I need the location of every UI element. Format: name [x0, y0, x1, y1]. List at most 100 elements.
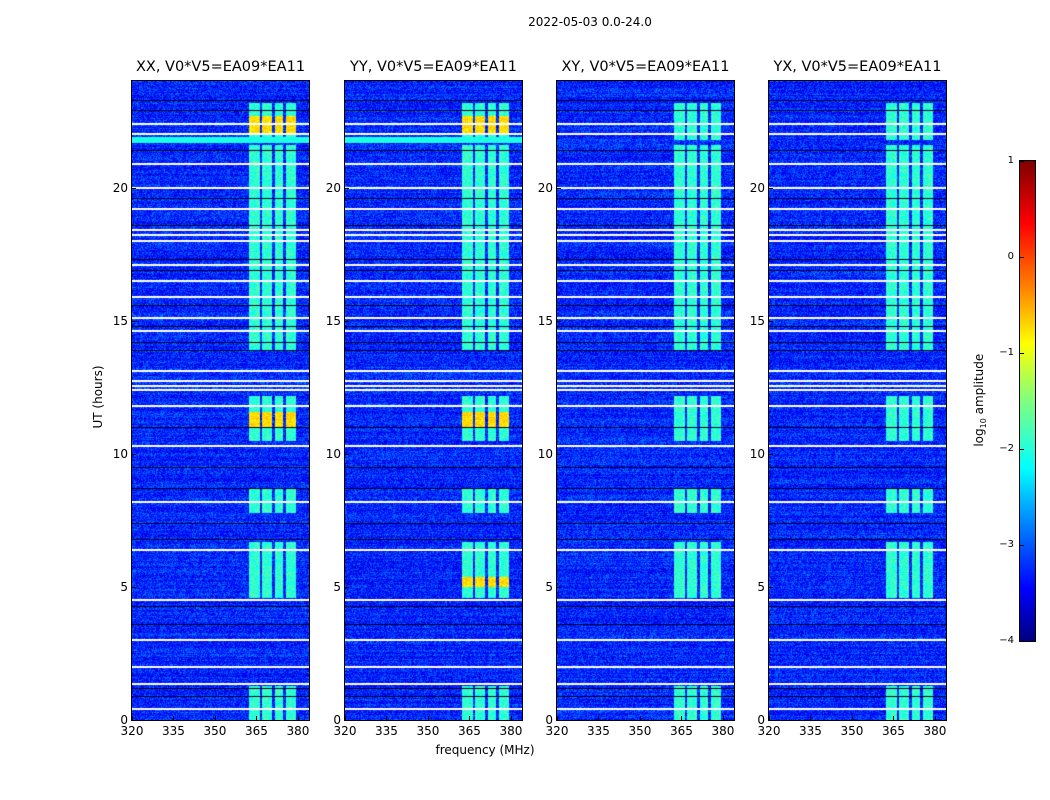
- x-tick-label: 335: [799, 724, 822, 738]
- panel-title: XX, V0*V5=EA09*EA11: [135, 59, 306, 75]
- y-tick-label: 20: [112, 180, 128, 195]
- y-tick-label: 10: [749, 446, 765, 461]
- y-tick-label: 0: [545, 713, 553, 727]
- x-tick: [132, 716, 133, 720]
- colorbar-tick-label: −1: [999, 347, 1014, 358]
- y-tick: [557, 720, 561, 721]
- panel-title: YX, V0*V5=EA09*EA11: [773, 59, 942, 75]
- y-axis-label: UT (hours): [91, 365, 105, 429]
- heatmap-canvas: [345, 81, 522, 720]
- y-tick-label: 0: [757, 713, 765, 727]
- x-tick-label: 320: [545, 724, 569, 738]
- x-tick-label: 380: [286, 724, 310, 738]
- x-tick: [934, 716, 936, 720]
- y-tick: [132, 320, 136, 322]
- x-tick-label: 365: [882, 724, 905, 738]
- x-tick: [769, 716, 770, 720]
- y-tick: [557, 320, 561, 322]
- y-tick: [345, 720, 349, 721]
- y-tick: [557, 586, 561, 588]
- panel-title: XY, V0*V5=EA09*EA11: [561, 59, 730, 75]
- x-tick: [639, 716, 641, 720]
- x-tick: [427, 716, 429, 720]
- y-tick-label: 15: [112, 313, 128, 328]
- x-tick: [893, 716, 895, 720]
- y-tick-label: 5: [757, 579, 765, 594]
- y-tick-label: 10: [112, 446, 128, 461]
- x-tick: [851, 716, 853, 720]
- y-tick: [557, 187, 561, 189]
- y-tick: [769, 720, 773, 721]
- y-tick: [345, 453, 349, 455]
- x-tick: [386, 716, 388, 720]
- y-tick-label: 10: [537, 446, 553, 461]
- heatmap-panel: YX, V0*V5=EA09*EA11 320 335 350 365 380 0 5 10 15…: [750, 59, 947, 738]
- colorbar: 1 0 −1 −2 −3 −4: [999, 155, 1036, 646]
- heatmap-panel: YY, V0*V5=EA09*EA11 320 335 350 365 380 0 5 10 15…: [326, 59, 523, 738]
- x-tick-label: 350: [840, 724, 864, 738]
- heatmap-canvas: [769, 81, 946, 720]
- x-tick-label: 365: [245, 724, 268, 738]
- y-tick-label: 15: [537, 313, 553, 328]
- x-tick-label: 365: [670, 724, 693, 738]
- x-tick: [345, 716, 346, 720]
- panel-title: YY, V0*V5=EA09*EA11: [350, 59, 517, 75]
- colorbar-label: log10 amplitude: [971, 353, 989, 447]
- x-tick: [173, 716, 175, 720]
- y-tick-label: 5: [333, 579, 341, 594]
- colorbar-tick: [1020, 353, 1024, 354]
- colorbar-tick: [1020, 641, 1024, 642]
- x-tick: [810, 716, 812, 720]
- y-tick-label: 0: [333, 713, 341, 727]
- y-tick-label: 15: [325, 313, 341, 328]
- x-tick: [214, 716, 216, 720]
- y-tick-label: 20: [325, 180, 341, 195]
- colorbar-tick: [1020, 161, 1024, 162]
- heatmap-panel: XY, V0*V5=EA09*EA11 320 335 350 365 380 0 5 10 15…: [538, 59, 735, 738]
- x-tick-label: 320: [120, 724, 144, 738]
- x-tick-label: 350: [416, 724, 440, 738]
- y-tick-label: 5: [545, 579, 553, 594]
- x-tick: [256, 716, 258, 720]
- x-tick-label: 350: [628, 724, 652, 738]
- x-tick: [297, 716, 299, 720]
- y-tick: [769, 187, 773, 189]
- y-tick: [132, 453, 136, 455]
- x-tick-label: 335: [162, 724, 185, 738]
- x-tick-label: 335: [375, 724, 398, 738]
- colorbar-tick: [1020, 257, 1024, 258]
- y-tick: [769, 453, 773, 455]
- y-tick-label: 20: [537, 180, 553, 195]
- x-tick: [469, 716, 471, 720]
- x-tick-label: 335: [587, 724, 610, 738]
- colorbar-tick: [1020, 545, 1024, 546]
- y-tick: [345, 320, 349, 322]
- x-tick-label: 380: [711, 724, 735, 738]
- x-tick: [557, 716, 558, 720]
- colorbar-tick-label: 0: [1007, 251, 1014, 262]
- x-tick-label: 380: [499, 724, 523, 738]
- y-tick: [769, 586, 773, 588]
- colorbar-tick-label: −3: [999, 539, 1014, 550]
- heatmap-panel: XX, V0*V5=EA09*EA11 320 335 350 365 380 0 5 10 15…: [113, 59, 310, 738]
- x-tick-label: 320: [333, 724, 357, 738]
- y-tick: [132, 187, 136, 189]
- y-tick: [132, 720, 136, 721]
- x-tick-label: 365: [458, 724, 481, 738]
- y-tick-label: 15: [749, 313, 765, 328]
- x-tick: [510, 716, 512, 720]
- heatmap-canvas: [132, 81, 309, 720]
- y-tick-label: 20: [749, 180, 765, 195]
- y-tick: [557, 453, 561, 455]
- y-tick-label: 5: [120, 579, 128, 594]
- x-axis-label: frequency (MHz): [435, 743, 535, 757]
- colorbar-tick-label: −4: [999, 635, 1014, 646]
- x-tick-label: 320: [757, 724, 781, 738]
- colorbar-tick-label: 1: [1007, 155, 1014, 166]
- y-tick-label: 0: [120, 713, 128, 727]
- heatmap-canvas: [557, 81, 734, 720]
- x-tick: [598, 716, 600, 720]
- x-tick: [722, 716, 724, 720]
- colorbar-tick: [1020, 449, 1024, 450]
